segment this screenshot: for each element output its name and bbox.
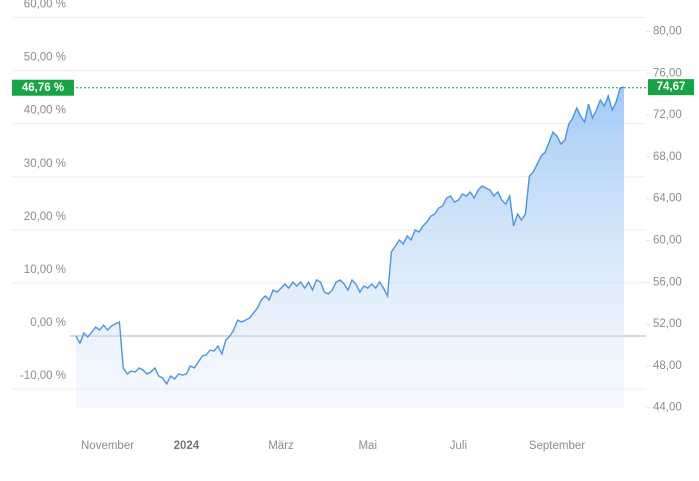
y2-tick-label: 44,00 bbox=[653, 402, 682, 414]
last-value-label: 46,76 % bbox=[22, 82, 64, 94]
y2-tick-label: 76,00 bbox=[653, 67, 682, 79]
y2-tick-label: 60,00 bbox=[653, 234, 682, 246]
y-tick-label: 10,00 % bbox=[24, 264, 66, 276]
y-tick-label: 60,00 % bbox=[24, 0, 66, 10]
x-tick-label: Juli bbox=[450, 440, 467, 452]
y-tick-label: 50,00 % bbox=[24, 52, 66, 64]
area bbox=[76, 87, 624, 408]
y2-tick-label: 56,00 bbox=[653, 276, 682, 288]
y-tick-label: 20,00 % bbox=[24, 211, 66, 223]
last-value-badge bbox=[648, 79, 694, 96]
x-tick-label: November bbox=[81, 440, 134, 452]
x-tick-label: September bbox=[529, 440, 585, 452]
y2-tick-label: 68,00 bbox=[653, 151, 682, 163]
line bbox=[75, 86, 625, 386]
y2-tick-label: 72,00 bbox=[653, 109, 682, 121]
x-tick-label: Mai bbox=[358, 440, 377, 452]
y-tick-label: -10,00 % bbox=[20, 370, 66, 382]
last-value-label: 74,67 bbox=[657, 81, 686, 93]
y2-tick-label: 80,00 bbox=[653, 25, 682, 37]
y2-tick-label: 52,00 bbox=[653, 318, 682, 330]
y-tick-label: 40,00 % bbox=[24, 105, 66, 117]
y-tick-label: 30,00 % bbox=[24, 158, 66, 170]
x-tick-label: März bbox=[268, 440, 294, 452]
last-value-badge bbox=[12, 79, 74, 96]
y-tick-label: 0,00 % bbox=[30, 317, 66, 329]
x-tick-label: 2024 bbox=[174, 440, 200, 452]
y2-tick-label: 64,00 bbox=[653, 193, 682, 205]
y2-tick-label: 48,00 bbox=[653, 360, 682, 372]
